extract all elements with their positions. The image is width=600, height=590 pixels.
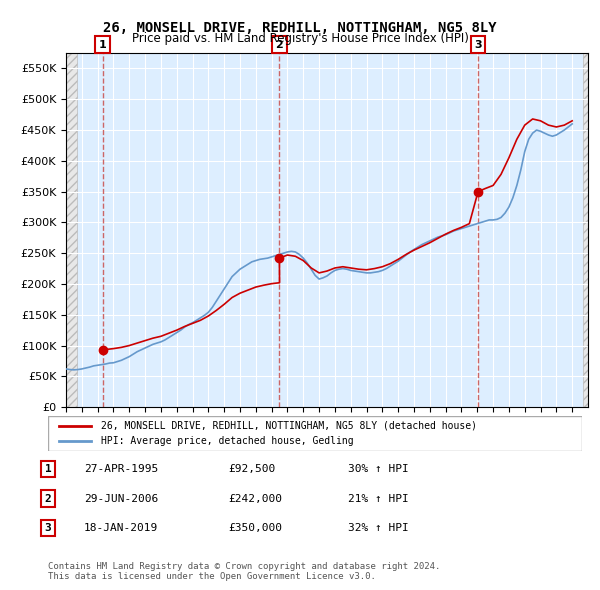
Text: 30% ↑ HPI: 30% ↑ HPI <box>348 464 409 474</box>
Text: 2: 2 <box>275 40 283 50</box>
Text: HPI: Average price, detached house, Gedling: HPI: Average price, detached house, Gedl… <box>101 437 354 447</box>
Bar <box>583 53 588 407</box>
Bar <box>66 53 77 407</box>
Text: £242,000: £242,000 <box>228 494 282 503</box>
Text: Contains HM Land Registry data © Crown copyright and database right 2024.
This d: Contains HM Land Registry data © Crown c… <box>48 562 440 581</box>
Text: 21% ↑ HPI: 21% ↑ HPI <box>348 494 409 503</box>
Text: Price paid vs. HM Land Registry's House Price Index (HPI): Price paid vs. HM Land Registry's House … <box>131 32 469 45</box>
Text: 3: 3 <box>474 40 482 50</box>
Text: 32% ↑ HPI: 32% ↑ HPI <box>348 523 409 533</box>
Text: 26, MONSELL DRIVE, REDHILL, NOTTINGHAM, NG5 8LY: 26, MONSELL DRIVE, REDHILL, NOTTINGHAM, … <box>103 21 497 35</box>
Text: 27-APR-1995: 27-APR-1995 <box>84 464 158 474</box>
Text: 26, MONSELL DRIVE, REDHILL, NOTTINGHAM, NG5 8LY (detached house): 26, MONSELL DRIVE, REDHILL, NOTTINGHAM, … <box>101 421 478 431</box>
Text: 18-JAN-2019: 18-JAN-2019 <box>84 523 158 533</box>
Text: £350,000: £350,000 <box>228 523 282 533</box>
Text: 1: 1 <box>44 464 52 474</box>
Text: 29-JUN-2006: 29-JUN-2006 <box>84 494 158 503</box>
Text: £92,500: £92,500 <box>228 464 275 474</box>
Text: 2: 2 <box>44 494 52 503</box>
Text: 1: 1 <box>99 40 107 50</box>
Text: 3: 3 <box>44 523 52 533</box>
